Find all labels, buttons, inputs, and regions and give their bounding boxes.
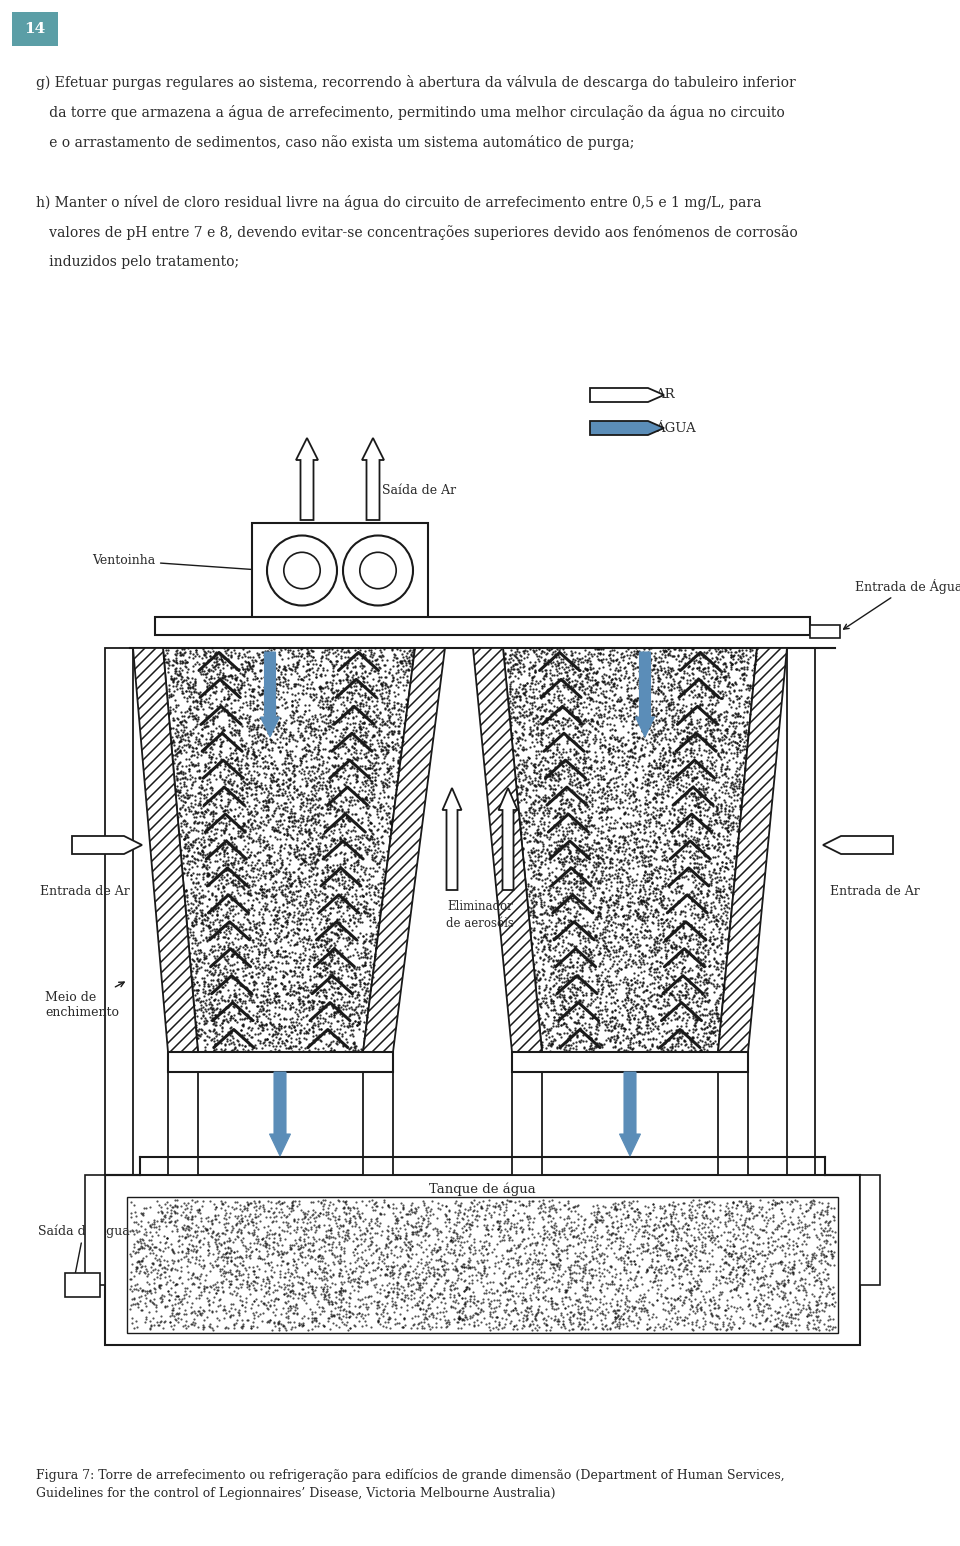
Circle shape bbox=[343, 535, 413, 606]
Circle shape bbox=[360, 552, 396, 589]
Polygon shape bbox=[163, 648, 415, 1051]
Bar bbox=[12, 12, 58, 46]
FancyArrow shape bbox=[362, 438, 384, 519]
Text: ÁGUA: ÁGUA bbox=[655, 422, 696, 434]
Polygon shape bbox=[363, 648, 445, 1051]
Bar bbox=[85, 1175, 105, 1285]
Bar bbox=[105, 1175, 860, 1345]
Text: induzidos pelo tratamento;: induzidos pelo tratamento; bbox=[36, 255, 239, 269]
Polygon shape bbox=[133, 648, 198, 1051]
Bar bbox=[787, 648, 815, 1175]
Bar bbox=[127, 1197, 838, 1333]
FancyArrow shape bbox=[260, 652, 279, 737]
Bar bbox=[105, 648, 133, 1175]
Bar bbox=[810, 625, 840, 638]
Text: Entrada de Água: Entrada de Água bbox=[844, 578, 960, 629]
Text: Eliminador
de aerosóis: Eliminador de aerosóis bbox=[446, 900, 514, 931]
Bar bbox=[252, 523, 428, 618]
Text: e o arrastamento de sedimentos, caso não exista um sistema automático de purga;: e o arrastamento de sedimentos, caso não… bbox=[36, 135, 635, 150]
FancyArrow shape bbox=[270, 1071, 291, 1156]
Bar bbox=[718, 1071, 748, 1175]
FancyArrow shape bbox=[443, 788, 462, 890]
Circle shape bbox=[284, 552, 321, 589]
Text: Ventoinha: Ventoinha bbox=[92, 553, 263, 572]
Text: g) Efetuar purgas regulares ao sistema, recorrendo à abertura da válvula de desc: g) Efetuar purgas regulares ao sistema, … bbox=[36, 76, 796, 90]
FancyArrow shape bbox=[296, 438, 318, 519]
Bar bbox=[65, 1272, 100, 1297]
Text: Saída de Ar: Saída de Ar bbox=[382, 484, 456, 496]
Bar bbox=[168, 1071, 198, 1175]
Text: 14: 14 bbox=[24, 22, 46, 36]
Text: Entrada de Ar: Entrada de Ar bbox=[830, 884, 920, 898]
FancyArrow shape bbox=[590, 421, 664, 434]
Text: Figura 7: Torre de arrefecimento ou refrigeração para edifícios de grande dimens: Figura 7: Torre de arrefecimento ou refr… bbox=[36, 1469, 784, 1500]
Text: AR: AR bbox=[655, 388, 675, 402]
FancyArrow shape bbox=[619, 1071, 640, 1156]
Text: da torre que armazena a água de arrefecimento, permitindo uma melhor circulação : da torre que armazena a água de arrefeci… bbox=[36, 105, 784, 121]
FancyArrow shape bbox=[823, 836, 893, 853]
Text: Tanque de água: Tanque de água bbox=[429, 1183, 536, 1195]
Bar bbox=[363, 1071, 393, 1175]
Polygon shape bbox=[503, 648, 757, 1051]
Text: Entrada de Ar: Entrada de Ar bbox=[40, 884, 130, 898]
Bar bbox=[168, 1051, 393, 1071]
FancyArrow shape bbox=[498, 788, 517, 890]
Polygon shape bbox=[473, 648, 542, 1051]
Text: Saída de Água: Saída de Água bbox=[38, 1223, 130, 1280]
FancyArrow shape bbox=[72, 836, 142, 853]
Text: h) Manter o nível de cloro residual livre na água do circuito de arrefecimento e: h) Manter o nível de cloro residual livr… bbox=[36, 195, 761, 210]
Bar bbox=[512, 1051, 748, 1071]
Bar bbox=[860, 1175, 880, 1285]
Bar bbox=[512, 1071, 542, 1175]
Polygon shape bbox=[718, 648, 787, 1051]
Text: valores de pH entre 7 e 8, devendo evitar-se concentrações superiores devido aos: valores de pH entre 7 e 8, devendo evita… bbox=[36, 226, 798, 240]
FancyArrow shape bbox=[636, 652, 655, 737]
FancyArrow shape bbox=[590, 388, 664, 402]
Circle shape bbox=[267, 535, 337, 606]
Text: Meio de
enchimento: Meio de enchimento bbox=[45, 982, 124, 1019]
Bar bbox=[155, 617, 810, 635]
